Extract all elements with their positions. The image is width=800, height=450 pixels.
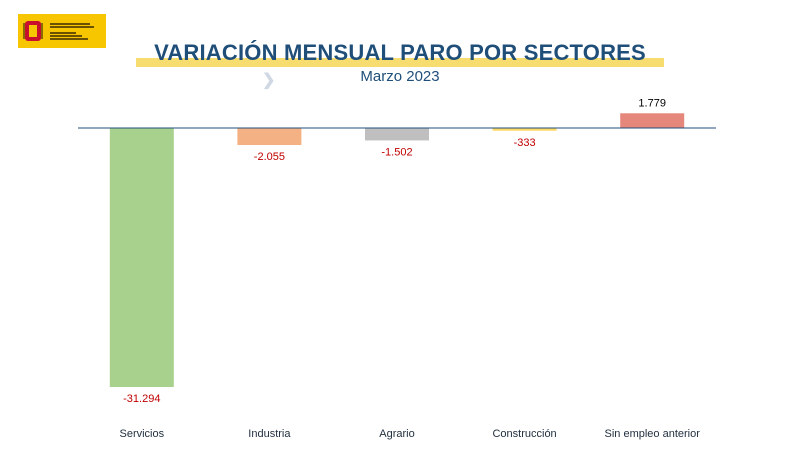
category-label-3: Construcción [492,428,556,440]
logo [18,14,106,48]
chart-title: VARIACIÓN MENSUAL PARO POR SECTORES [154,40,646,65]
category-label-1: Industria [248,428,291,440]
bar-1 [237,128,302,146]
category-label-2: Agrario [379,428,414,440]
chart-subtitle: Marzo 2023 [360,68,440,85]
title-highlight-bar [136,58,664,67]
category-label-4: Sin empleo anterior [605,428,701,440]
data-label-1: -2.055 [254,151,285,163]
bar-0 [109,128,174,387]
data-label-0: -31.294 [123,393,160,405]
bar-2 [365,128,429,141]
data-label-2: -1.502 [381,146,412,158]
data-label-4: 1.779 [638,97,666,109]
chevron-right-icon: ❯ [262,72,276,89]
bar-3 [492,128,557,131]
data-label-3: -333 [514,137,536,149]
logo-text [50,22,94,40]
bar-4 [620,113,685,128]
category-label-0: Servicios [119,428,164,440]
coat-of-arms-icon [23,21,43,41]
